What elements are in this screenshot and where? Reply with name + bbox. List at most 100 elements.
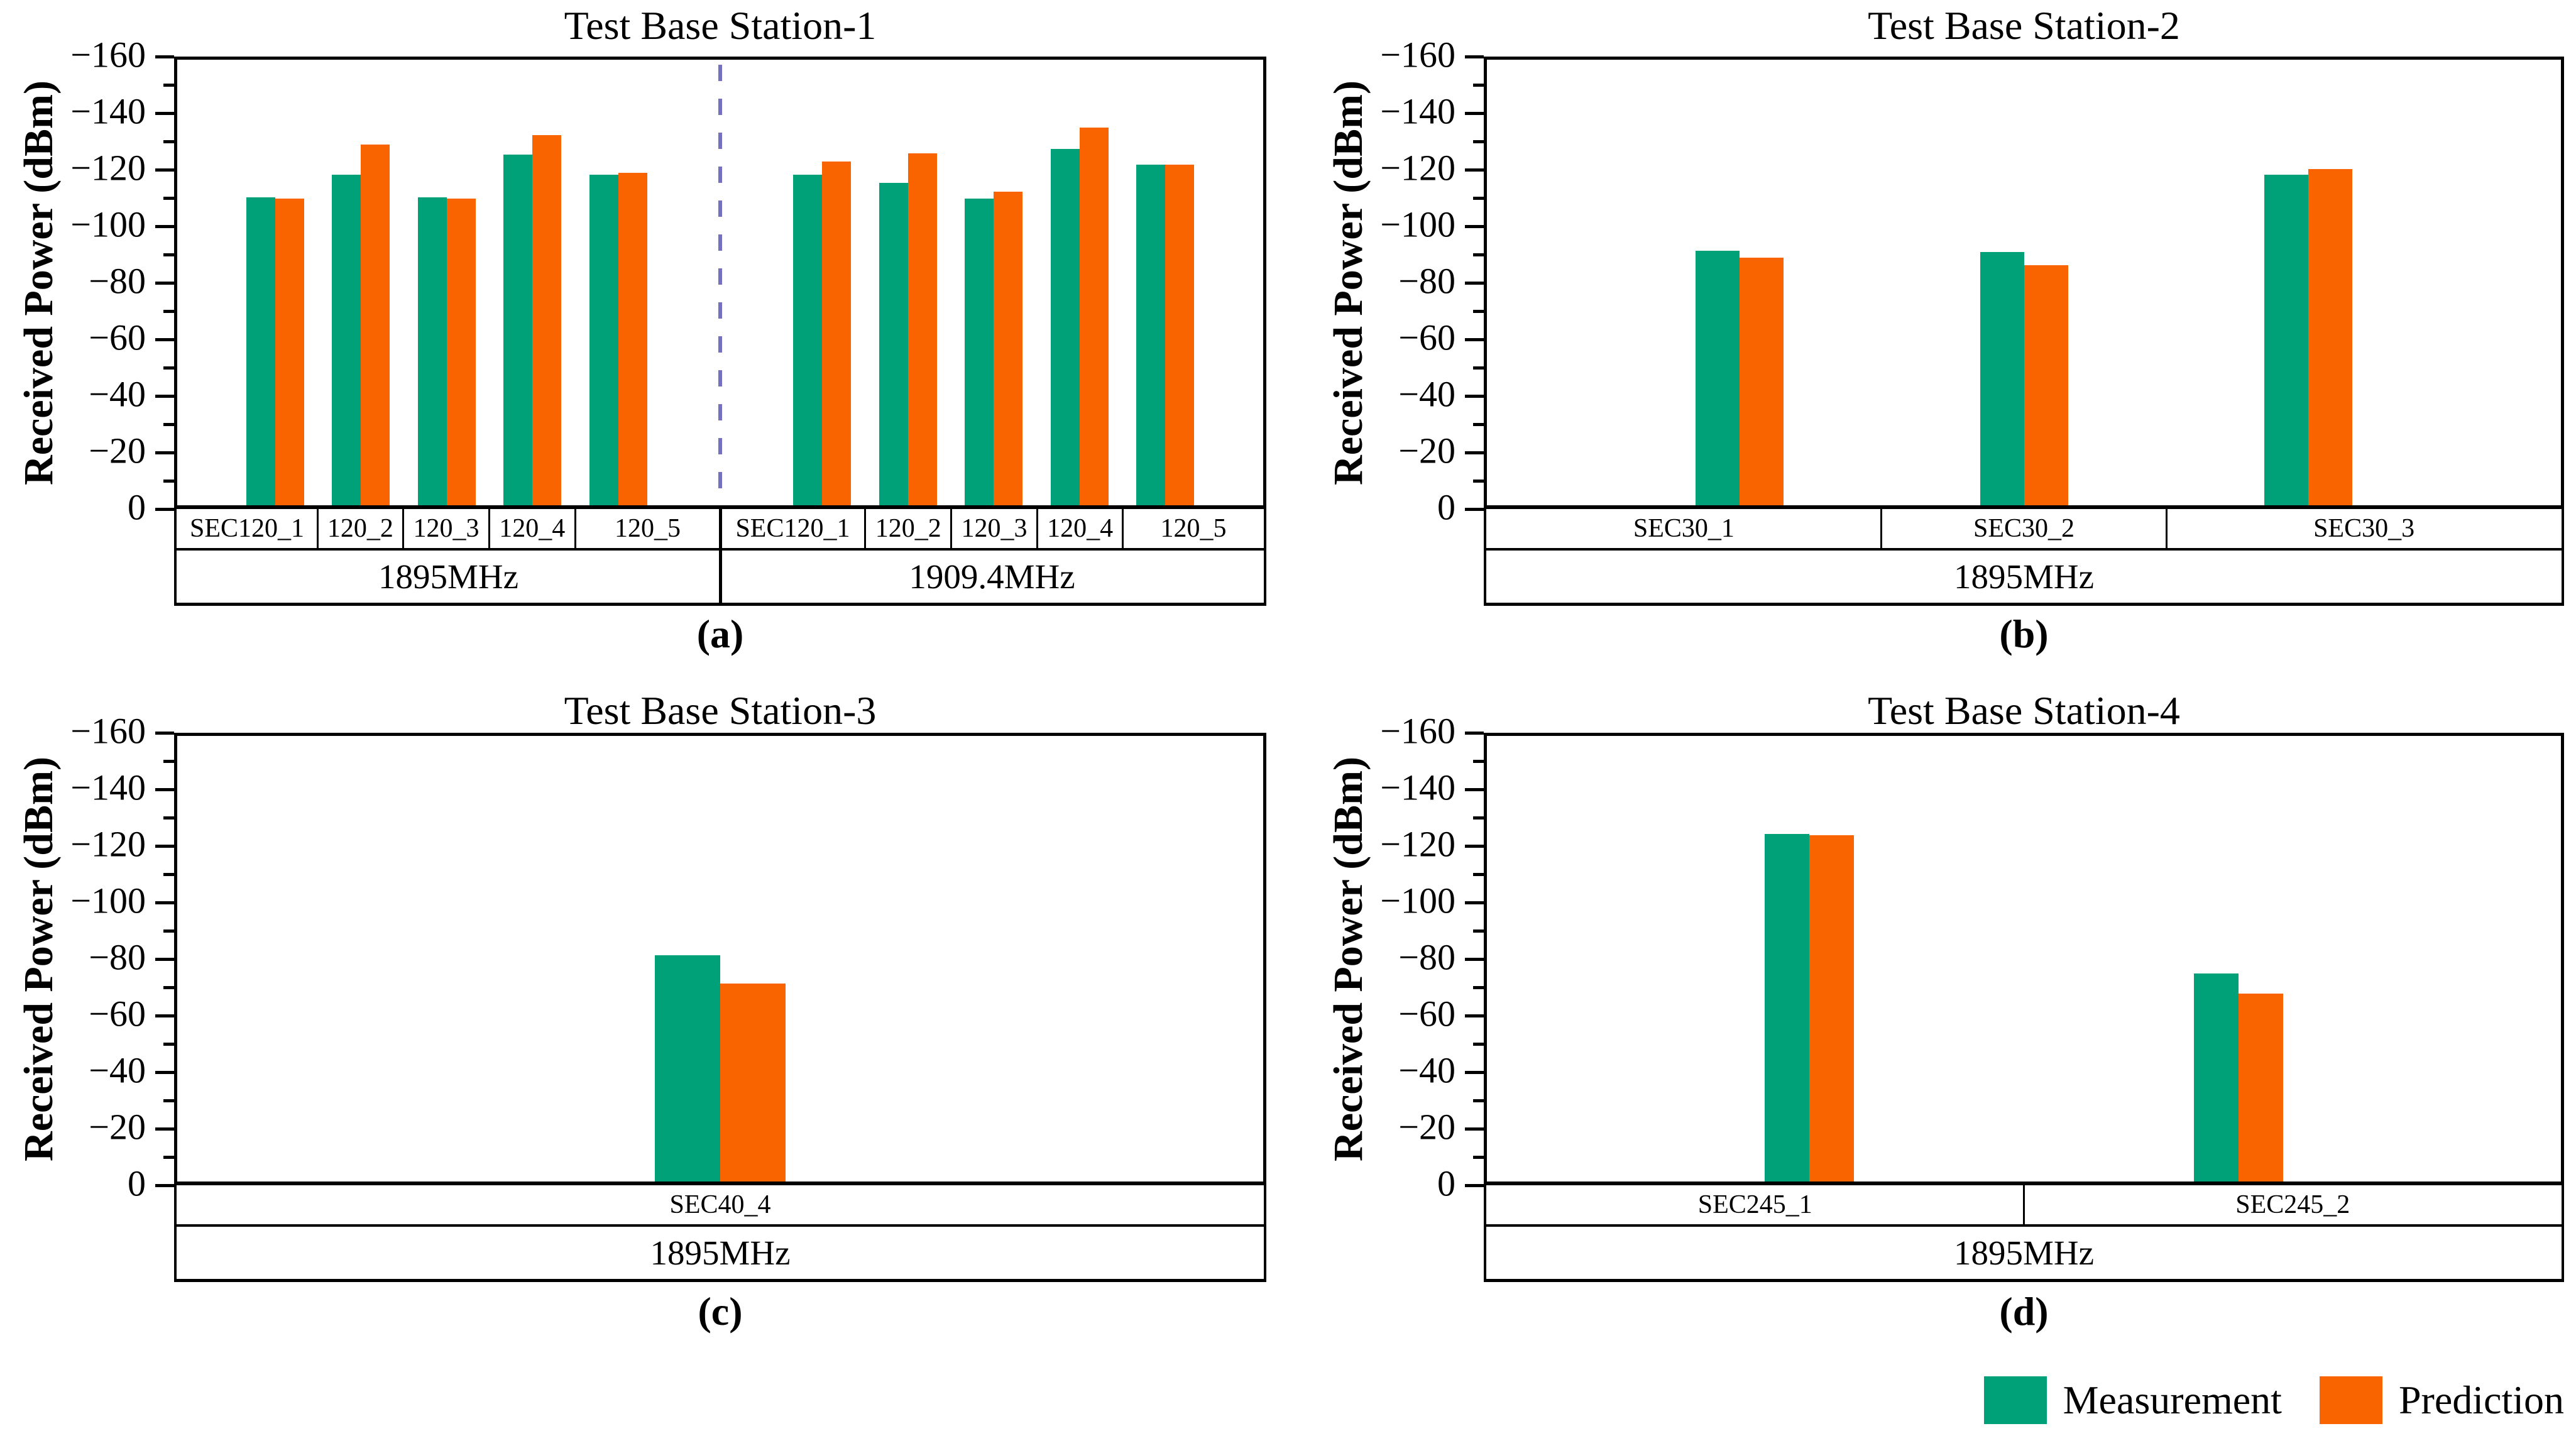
sector-cell-SEC30_2: SEC30_2: [1973, 514, 2075, 543]
y-tick-label: −140: [1380, 767, 1455, 808]
bar-measurement-SEC120_1: [793, 174, 823, 505]
bar-prediction-120_4: [1079, 128, 1109, 505]
bar-measurement-SEC30_1: [1695, 251, 1740, 505]
bar-prediction-120_3: [446, 198, 476, 505]
bar-prediction-120_5: [618, 173, 647, 505]
bar-prediction-SEC30_3: [2308, 168, 2353, 505]
legend: Measurement Prediction: [1983, 1376, 2564, 1424]
frequency-group-divider: [718, 551, 722, 603]
y-minor-tick: [163, 873, 174, 876]
y-tick-label: 0: [1437, 1163, 1455, 1204]
y-tick-label: −140: [70, 767, 146, 808]
y-tick-label: −120: [1380, 147, 1455, 189]
legend-item-prediction: Prediction: [2319, 1376, 2564, 1424]
y-tick-label: −20: [89, 430, 146, 471]
bar-prediction-SEC120_1: [275, 198, 304, 505]
y-major-tick: [155, 788, 174, 791]
bar-prediction-120_2: [907, 153, 937, 505]
bar-measurement-SEC245_1: [1764, 833, 1809, 1182]
sector-cell-120_4: 120_4: [1047, 514, 1114, 543]
bar-prediction-SEC245_2: [2239, 993, 2284, 1182]
panel-c-title: Test Base Station-3: [564, 688, 877, 733]
sector-cell-120_2: 120_2: [327, 514, 393, 543]
measurement-swatch-icon: [1983, 1376, 2047, 1424]
sector-cell-divider: [1036, 509, 1038, 548]
panel-d-frequency-row: 1895MHz: [1484, 1227, 2564, 1282]
y-tick-label: −60: [89, 993, 146, 1034]
sector-cell-divider: [950, 509, 953, 548]
y-major-tick: [155, 395, 174, 398]
bar-measurement-120_2: [332, 174, 361, 505]
y-minor-tick: [163, 760, 174, 763]
y-major-tick: [1465, 845, 1484, 848]
y-major-tick: [155, 112, 174, 115]
y-tick-label: −40: [89, 373, 146, 415]
y-tick-label: −100: [70, 204, 146, 245]
y-tick-label: −160: [1380, 710, 1455, 752]
bar-measurement-120_3: [965, 198, 994, 505]
y-major-tick: [155, 225, 174, 228]
y-major-tick: [1465, 1071, 1484, 1074]
y-minor-tick: [1473, 986, 1484, 989]
y-tick-label: −160: [1380, 34, 1455, 75]
y-minor-tick: [163, 140, 174, 143]
y-tick-label: 0: [1437, 486, 1455, 528]
y-major-tick: [1465, 1014, 1484, 1017]
y-tick-label: −20: [1398, 430, 1455, 471]
y-major-tick: [155, 1071, 174, 1074]
panel-c-plot-area: [174, 733, 1266, 1185]
bar-measurement-SEC30_3: [2264, 174, 2309, 505]
y-major-tick: [155, 508, 174, 511]
y-major-tick: [155, 168, 174, 172]
y-major-tick: [1465, 788, 1484, 791]
frequency-cell-1895MHz: 1895MHz: [1953, 557, 2095, 596]
bar-measurement-SEC120_1: [246, 197, 275, 505]
y-tick-label: −40: [89, 1050, 146, 1091]
y-minor-tick: [163, 84, 174, 87]
bar-measurement-120_4: [503, 155, 533, 505]
bar-measurement-120_4: [1050, 149, 1080, 505]
panel-c-sector-row: SEC40_4: [174, 1185, 1266, 1227]
y-minor-tick: [163, 480, 174, 483]
y-major-tick: [155, 845, 174, 848]
sector-cell-divider: [864, 509, 867, 548]
bar-prediction-120_4: [532, 134, 562, 505]
y-major-tick: [1465, 225, 1484, 228]
sector-cell-divider: [574, 509, 576, 548]
sector-cell-divider: [402, 509, 405, 548]
panel-b-sector-row: SEC30_1 SEC30_2 SEC30_3: [1484, 509, 2564, 551]
y-major-tick: [155, 732, 174, 735]
panel-a-frequency-row: 1895MHz 1909.4MHz: [174, 551, 1266, 606]
y-minor-tick: [1473, 140, 1484, 143]
y-major-tick: [1465, 732, 1484, 735]
y-major-tick: [1465, 168, 1484, 172]
bar-prediction-SEC120_1: [822, 162, 852, 505]
sector-cell-divider: [316, 509, 319, 548]
frequency-cell-1909.4MHz: 1909.4MHz: [909, 557, 1075, 596]
y-minor-tick: [1473, 480, 1484, 483]
y-major-tick: [1465, 55, 1484, 58]
sector-cell-120_5: 120_5: [1160, 514, 1227, 543]
bar-measurement-SEC245_2: [2194, 973, 2239, 1182]
sector-cell-divider: [2165, 509, 2168, 548]
y-minor-tick: [1473, 929, 1484, 933]
y-minor-tick: [1473, 310, 1484, 313]
y-tick-label: −120: [1380, 823, 1455, 865]
legend-label-prediction: Prediction: [2398, 1378, 2564, 1422]
panel-d-caption: (d): [1999, 1289, 2049, 1334]
y-tick-label: −20: [89, 1106, 146, 1148]
sector-cell-120_2: 120_2: [875, 514, 941, 543]
y-major-tick: [1465, 112, 1484, 115]
legend-label-measurement: Measurement: [2063, 1378, 2282, 1422]
bar-measurement-SEC40_4: [655, 955, 720, 1182]
y-minor-tick: [163, 929, 174, 933]
y-minor-tick: [163, 816, 174, 820]
y-major-tick: [155, 282, 174, 285]
y-tick-label: −60: [89, 317, 146, 358]
panel-c-caption: (c): [698, 1289, 743, 1334]
y-minor-tick: [1473, 423, 1484, 426]
sector-cell-divider: [1880, 509, 1883, 548]
y-tick-label: −120: [70, 147, 146, 189]
bar-prediction-SEC245_1: [1809, 835, 1854, 1182]
